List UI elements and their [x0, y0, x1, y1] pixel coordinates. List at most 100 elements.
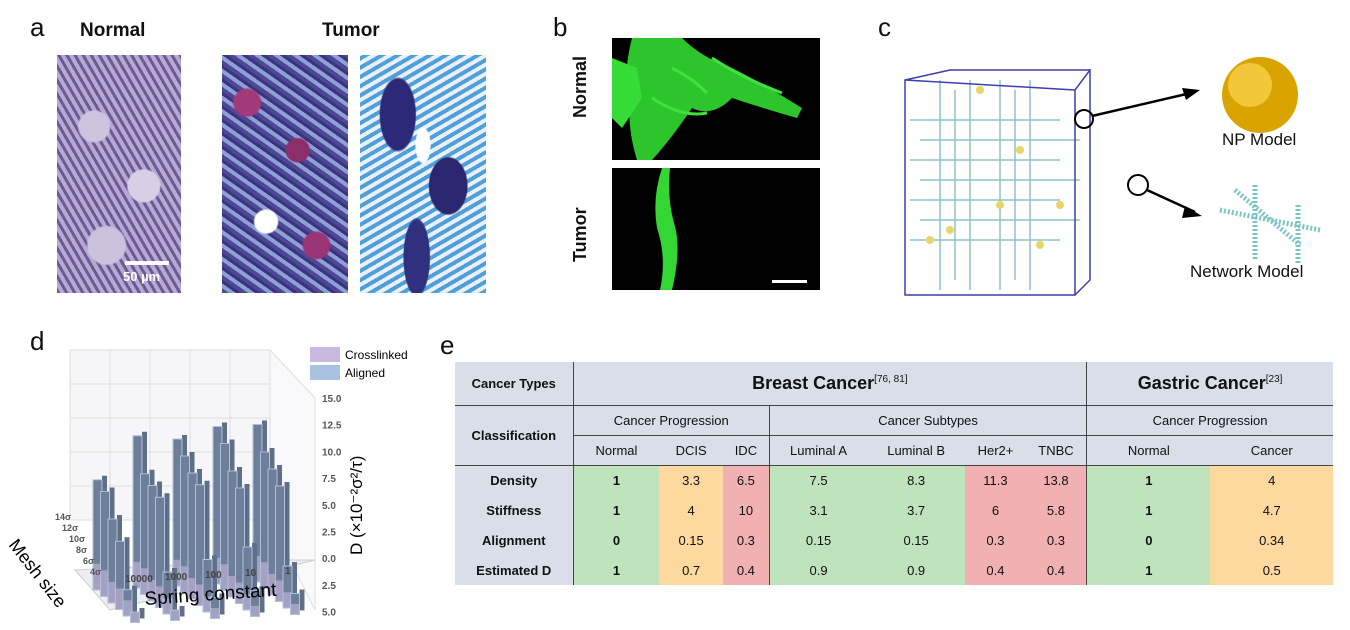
bar-side [244, 484, 250, 600]
crosslinked-bar [220, 564, 230, 591]
table-cell: 3.3 [659, 465, 723, 495]
crosslinked-bar [228, 576, 237, 597]
table-cell: 5.8 [1025, 495, 1088, 525]
y-tick-label: 12σ [62, 523, 78, 533]
group-header: Cancer Subtypes [769, 405, 1088, 436]
bar-side [259, 586, 265, 613]
crosslinked-bar [115, 588, 125, 610]
bar-side [212, 555, 217, 608]
table-cell: 3.1 [769, 495, 868, 525]
column-header: Normal [573, 435, 660, 466]
classification-header: Classification [455, 405, 574, 466]
crosslinked-bar [275, 580, 285, 602]
crosslinked-bar [100, 570, 110, 597]
x-tick-label: 10000 [125, 574, 153, 585]
bar-side [132, 585, 137, 612]
bar-side [124, 537, 130, 606]
table-row: Stiffness 1 4 10 3.1 3.7 6 5.8 1 4.7 [455, 495, 1333, 525]
scale-bar-label: 50 µm [123, 269, 161, 284]
z-tick-label: 0.0 [322, 554, 336, 565]
panel-b-label: b [553, 12, 568, 42]
column-header: Normal [1086, 435, 1211, 466]
tumor-title: Tumor [322, 20, 380, 41]
crosslinked-bar [123, 600, 132, 616]
y-tick-label: 10σ [69, 534, 85, 544]
z-tick-label: 10.0 [322, 447, 342, 458]
bar-side [292, 562, 297, 604]
table-cell: 0.15 [769, 525, 868, 555]
network-model-icon [1219, 185, 1321, 265]
crosslinked-bar [250, 606, 260, 617]
table-cell: 4.7 [1210, 495, 1333, 525]
breast-cancer-header: Breast Cancer[76, 81] [573, 362, 1088, 406]
table-row: Alignment 0 0.15 0.3 0.15 0.15 0.3 0.3 0 0.34 [455, 525, 1333, 555]
bar-side [172, 568, 177, 610]
crosslinked-bar [170, 610, 180, 621]
bar-side [284, 482, 290, 598]
row-label: Estimated D [455, 555, 574, 585]
table-cell: 1 [1086, 495, 1211, 525]
y-tick-label: 4σ [90, 567, 101, 577]
table-cell: 0.3 [1025, 525, 1088, 555]
table-cell: 11.3 [965, 465, 1026, 495]
legend-label: Crosslinked [345, 348, 408, 362]
table-cell: 0.15 [867, 525, 966, 555]
z-tick-label: 7.5 [322, 474, 336, 485]
group-header: Cancer Progression [573, 405, 770, 436]
crosslinked-bar [130, 612, 140, 623]
tumor-histology-image-2 [360, 55, 486, 293]
table-cell: 0.4 [1025, 555, 1088, 585]
normal-title: Normal [80, 20, 146, 41]
table-row: Density 1 3.3 6.5 7.5 8.3 11.3 13.8 1 4 [455, 465, 1333, 495]
column-header: Her2+ [965, 435, 1026, 466]
table-cell: 3.7 [867, 495, 966, 525]
table-cell: 0.4 [965, 555, 1026, 585]
table-cell: 10 [722, 495, 770, 525]
bar-side [204, 480, 210, 602]
tumor-row-label: Tumor [570, 207, 590, 262]
column-header: Cancer [1210, 435, 1333, 466]
table-row: Estimated D 1 0.7 0.4 0.9 0.9 0.4 0.4 1 0.5 [455, 555, 1333, 585]
table-cell: 1 [1086, 555, 1211, 585]
table-cell: 0 [1086, 525, 1211, 555]
table-cell: 4 [1210, 465, 1333, 495]
crosslinked-bar [268, 574, 277, 595]
table-cell: 6.5 [722, 465, 770, 495]
z-tick-label: 5.0 [322, 501, 336, 512]
crosslinked-bar [243, 594, 252, 610]
tumor-fluorescence-image [612, 168, 820, 290]
gastric-cancer-header: Gastric Cancer[23] [1086, 362, 1333, 406]
bar-side [219, 593, 225, 615]
z-tick-label: 12.5 [322, 421, 342, 432]
cancer-types-header: Cancer Types [455, 362, 574, 406]
scale-bar [772, 280, 807, 283]
x-tick-label: 10 [245, 568, 257, 579]
row-label: Stiffness [455, 495, 574, 525]
crosslinked-bar [93, 563, 102, 590]
table-cell: 0.3 [965, 525, 1026, 555]
crosslinked-bar [140, 568, 150, 595]
column-header: IDC [722, 435, 770, 466]
z-axis-label: D (×10⁻²σ²/τ) [347, 456, 366, 555]
bar3d-chart: 15.012.510.07.55.02.50.02.55.014σ12σ10σ8… [5, 347, 408, 623]
column-header: TNBC [1025, 435, 1088, 466]
y-tick-label: 6σ [83, 556, 94, 566]
legend-swatch [310, 365, 340, 380]
crosslinked-bar [108, 582, 117, 603]
crosslinked-bar [163, 598, 172, 614]
z-tick-label: 15.0 [322, 394, 342, 405]
table-cell: 0.15 [659, 525, 723, 555]
crosslinked-bar [155, 586, 165, 608]
table-cell: 6 [965, 495, 1026, 525]
tumor-histology-image-1 [222, 55, 348, 293]
bar-side [164, 493, 170, 604]
legend-swatch [310, 347, 340, 362]
panel-d-label: d [30, 326, 45, 356]
x-tick-label: 1 [285, 566, 291, 577]
table-cell: 1 [573, 555, 660, 585]
np-model-label: NP Model [1222, 130, 1297, 149]
group-header: Cancer Progression [1086, 405, 1333, 436]
crosslinked-bar [210, 608, 220, 619]
bar-side [179, 606, 185, 617]
normal-fluorescence-image [612, 38, 820, 160]
